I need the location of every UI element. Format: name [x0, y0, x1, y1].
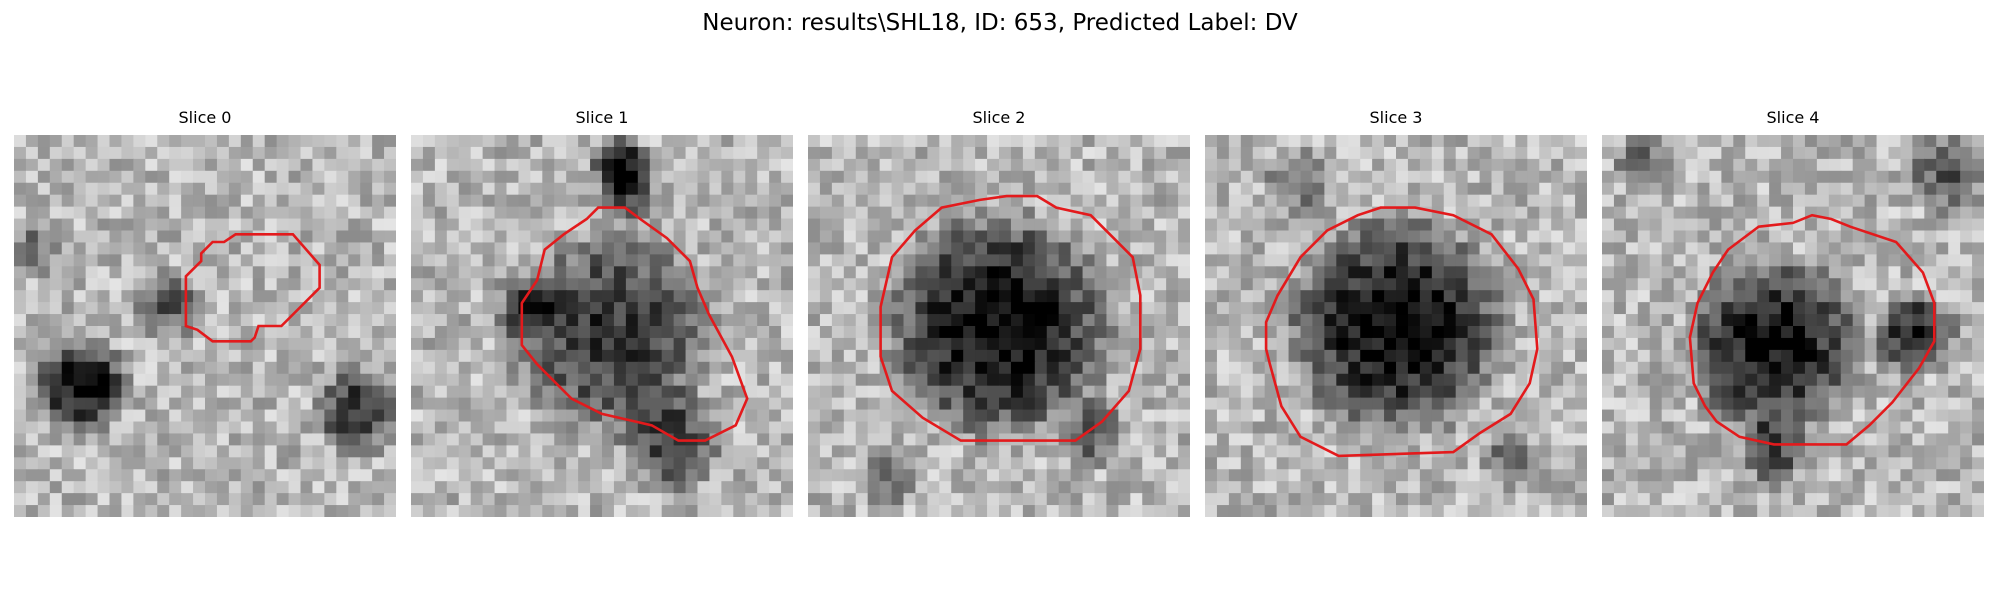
- slice-title: Slice 1: [575, 108, 629, 127]
- slice-image: [808, 135, 1190, 517]
- figure-title: Neuron: results\SHL18, ID: 653, Predicte…: [702, 10, 1298, 36]
- segmentation-contour: [184, 233, 321, 343]
- segmentation-contour: [879, 194, 1142, 442]
- slice-panel-0: Slice 0: [14, 108, 396, 517]
- slice-image: [14, 135, 396, 517]
- slice-title: Slice 2: [972, 108, 1026, 127]
- segmentation-contour: [1688, 213, 1936, 446]
- slice-title: Slice 4: [1766, 108, 1820, 127]
- slice-title: Slice 0: [178, 108, 232, 127]
- slice-panel-2: Slice 2: [808, 108, 1190, 517]
- slice-panel-3: Slice 3: [1205, 108, 1587, 517]
- slice-image: [411, 135, 793, 517]
- slice-panel-4: Slice 4: [1602, 108, 1984, 517]
- slice-panel-1: Slice 1: [411, 108, 793, 517]
- slice-image: [1602, 135, 1984, 517]
- segmentation-contour: [520, 206, 749, 442]
- slice-title: Slice 3: [1369, 108, 1423, 127]
- slice-image: [1205, 135, 1587, 517]
- segmentation-contour: [1264, 206, 1539, 458]
